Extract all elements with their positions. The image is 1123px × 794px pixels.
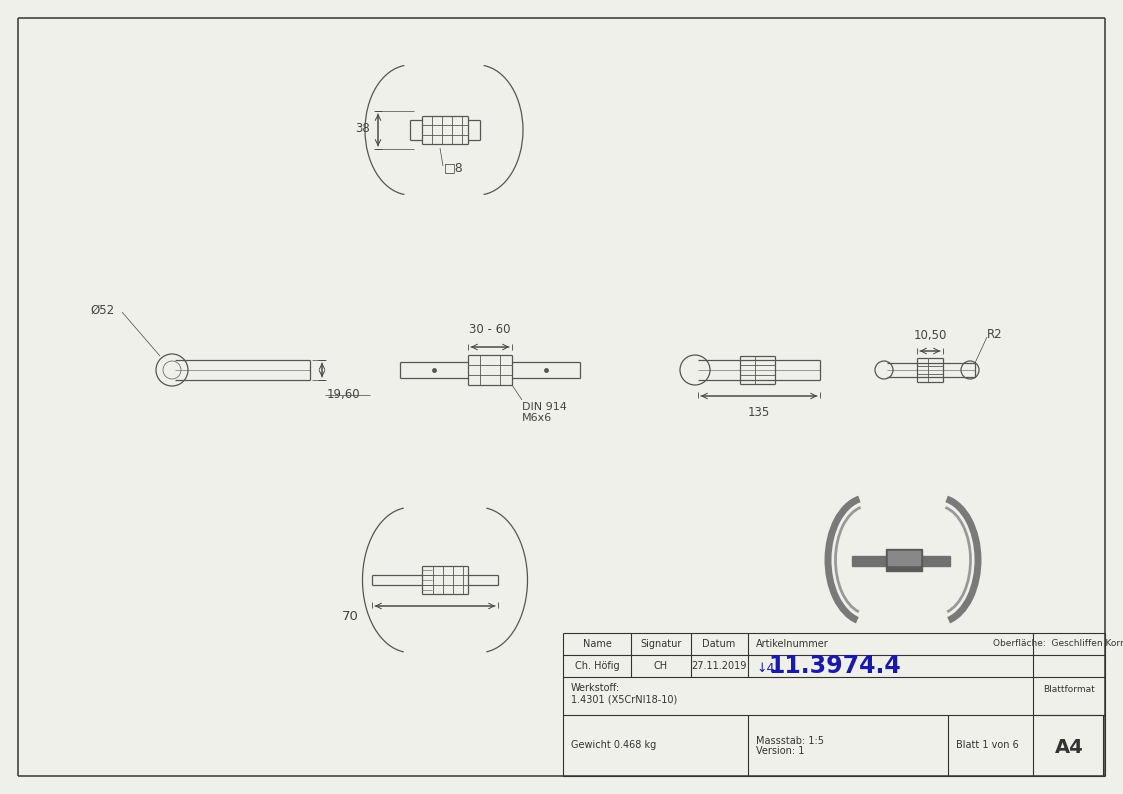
Bar: [886, 549, 922, 571]
Text: 10,50: 10,50: [913, 329, 947, 342]
Text: A4: A4: [1054, 738, 1084, 757]
Bar: [922, 556, 950, 566]
Text: Blatt 1 von 6: Blatt 1 von 6: [956, 741, 1019, 750]
Text: Ch. Höfig: Ch. Höfig: [575, 661, 619, 671]
Text: 38: 38: [355, 121, 369, 134]
Text: 135: 135: [748, 406, 770, 419]
Text: DIN 914: DIN 914: [522, 402, 567, 412]
Text: Massstab: 1:5: Massstab: 1:5: [756, 737, 824, 746]
Text: 11.3974.4: 11.3974.4: [768, 654, 901, 678]
Text: Version: 1: Version: 1: [756, 746, 804, 756]
Text: 70: 70: [341, 610, 358, 623]
Text: R2: R2: [987, 329, 1003, 341]
Text: Blattformat: Blattformat: [1043, 685, 1095, 694]
Text: Artikelnummer: Artikelnummer: [756, 639, 829, 649]
Text: Ø52: Ø52: [90, 303, 115, 317]
Bar: [888, 551, 920, 565]
Text: CH: CH: [654, 661, 668, 671]
Text: Name: Name: [583, 639, 611, 649]
Text: Oberfläche:  Geschliffen Korn 240: Oberfläche: Geschliffen Korn 240: [993, 639, 1123, 649]
Bar: [852, 556, 886, 566]
Text: Datum: Datum: [702, 639, 736, 649]
Text: 19,60: 19,60: [327, 388, 360, 401]
Text: 1.4301 (X5CrNI18-10): 1.4301 (X5CrNI18-10): [570, 695, 677, 705]
Text: M6x6: M6x6: [522, 413, 553, 423]
Text: Werkstoff:: Werkstoff:: [570, 683, 620, 693]
Text: ↓4: ↓4: [756, 661, 775, 674]
Text: 30 - 60: 30 - 60: [469, 323, 511, 336]
Text: Gewicht 0.468 kg: Gewicht 0.468 kg: [570, 741, 656, 750]
Text: □8: □8: [444, 161, 464, 175]
Text: 27.11.2019: 27.11.2019: [692, 661, 747, 671]
Text: Signatur: Signatur: [640, 639, 682, 649]
